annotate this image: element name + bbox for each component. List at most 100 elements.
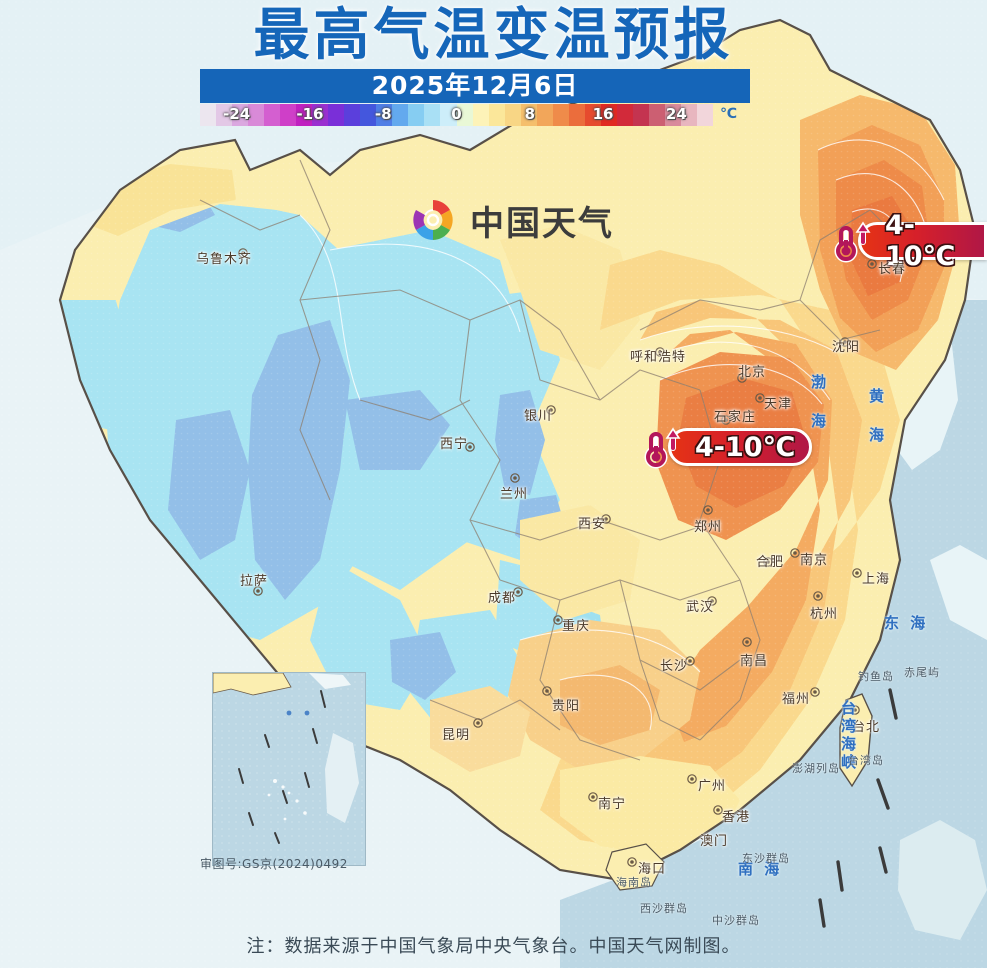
legend-band-27 [632, 104, 649, 126]
legend-band-19 [504, 104, 521, 126]
legend-tick--16: -16 [296, 105, 324, 123]
city-label: 石家庄 [714, 410, 757, 425]
island-label: 东沙群岛 [742, 852, 790, 865]
legend-band-29 [664, 104, 681, 126]
legend-tick-0: 0 [451, 105, 462, 123]
legend-band-4 [264, 104, 281, 126]
legend-band-28 [648, 104, 665, 126]
legend-tick-labels: -24 -16 -8 0 8 16 24 [200, 104, 713, 126]
legend-band-11 [376, 104, 393, 126]
legend-band-21 [536, 104, 553, 126]
legend-color-strip [200, 104, 713, 126]
legend-tick-8: 8 [524, 105, 535, 123]
sea-label: 黄 海 [867, 388, 885, 445]
legend-band-13 [408, 104, 425, 126]
legend-tick-16: 16 [592, 105, 614, 123]
legend-band-20 [520, 104, 537, 126]
city-label: 银川 [524, 409, 553, 424]
city-label: 北京 [738, 365, 767, 380]
legend-band-25 [600, 104, 617, 126]
legend-band-30 [680, 104, 697, 126]
legend-tick--24: -24 [223, 105, 251, 123]
sea-label: 渤 海 [809, 374, 827, 431]
city-label: 贵阳 [552, 699, 581, 714]
city-label: 香港 [722, 810, 751, 825]
legend-band-31 [696, 104, 713, 126]
legend-band-2 [232, 104, 249, 126]
legend-band-24 [584, 104, 601, 126]
city-label: 昆明 [442, 728, 471, 743]
city-label: 南宁 [598, 797, 627, 812]
legend-tick-24: 24 [665, 105, 687, 123]
city-label: 合肥 [756, 555, 785, 570]
legend-unit-label: ℃ [720, 106, 737, 122]
legend-band-17 [472, 104, 489, 126]
legend-band-16 [456, 104, 473, 126]
logo-text: 中国天气 [470, 203, 614, 244]
legend-band-14 [424, 104, 441, 126]
city-label: 上海 [862, 572, 891, 587]
legend-band-9 [344, 104, 361, 126]
island-label: 中沙群岛 [712, 914, 760, 927]
island-label: 西沙群岛 [640, 902, 688, 915]
swirl-icon [408, 195, 458, 245]
city-label: 台北 [852, 720, 881, 735]
legend-band-26 [616, 104, 633, 126]
island-label: 海南岛 [616, 876, 652, 889]
legend-band-7 [312, 104, 329, 126]
legend-tick--8: -8 [374, 105, 392, 123]
thermometer-rising-icon [830, 218, 874, 264]
legend-band-3 [248, 104, 265, 126]
island-label: 钓鱼岛 [858, 670, 894, 683]
city-label: 兰州 [500, 487, 529, 502]
thermometer-rising-icon [640, 424, 684, 470]
city-label: 天津 [764, 397, 793, 412]
city-label: 南昌 [740, 654, 769, 669]
city-label: 武汉 [686, 600, 715, 615]
china-weather-logo: 中国天气 [408, 192, 633, 248]
data-source-footnote: 注：数据来源于中国气象局中央气象台。中国天气网制图。 [246, 936, 741, 957]
legend-band-23 [568, 104, 585, 126]
island-label: 澎湖列岛 [792, 762, 840, 775]
city-label: 成都 [488, 591, 517, 606]
city-label: 澳门 [700, 834, 729, 849]
legend-band-10 [360, 104, 377, 126]
temperature-legend: -24 -16 -8 0 8 16 24 ℃ [200, 104, 750, 126]
city-label: 呼和浩特 [630, 350, 687, 365]
page-title: 最高气温变温预报 [253, 3, 734, 68]
island-label: 赤尾屿 [904, 666, 940, 679]
legend-band-8 [328, 104, 345, 126]
city-label: 拉萨 [240, 574, 269, 589]
legend-band-22 [552, 104, 569, 126]
legend-band-0 [200, 104, 217, 126]
city-label: 长沙 [660, 659, 689, 674]
forecast-date-bar: 2025年12月6日 [200, 69, 750, 103]
northeast-callout: 4-10℃ [830, 210, 987, 272]
south-china-sea-inset [212, 672, 366, 866]
city-label: 重庆 [562, 619, 591, 634]
city-label: 郑州 [694, 520, 723, 535]
sea-label: 东 海 [884, 614, 929, 632]
legend-band-1 [216, 104, 233, 126]
legend-band-12 [392, 104, 409, 126]
city-label: 乌鲁木齐 [196, 252, 253, 267]
city-label: 海口 [638, 862, 667, 877]
city-label: 长春 [878, 262, 907, 277]
city-label: 西安 [578, 517, 607, 532]
map-approval-number: 审图号:GS京(2024)0492 [200, 857, 348, 871]
northchina-callout: 4-10℃ [640, 424, 813, 470]
city-label: 福州 [782, 692, 811, 707]
legend-band-5 [280, 104, 297, 126]
temperature-range-label: 4-10℃ [668, 428, 813, 466]
city-label: 西宁 [440, 437, 469, 452]
city-label: 广州 [698, 779, 727, 794]
legend-band-18 [488, 104, 505, 126]
city-label: 杭州 [810, 607, 839, 622]
island-label: 台湾岛 [848, 754, 884, 767]
sea-label: 南 海 [738, 860, 783, 878]
sea-label: 台湾海峡 [839, 700, 857, 772]
city-label: 沈阳 [832, 340, 861, 355]
legend-band-15 [440, 104, 457, 126]
